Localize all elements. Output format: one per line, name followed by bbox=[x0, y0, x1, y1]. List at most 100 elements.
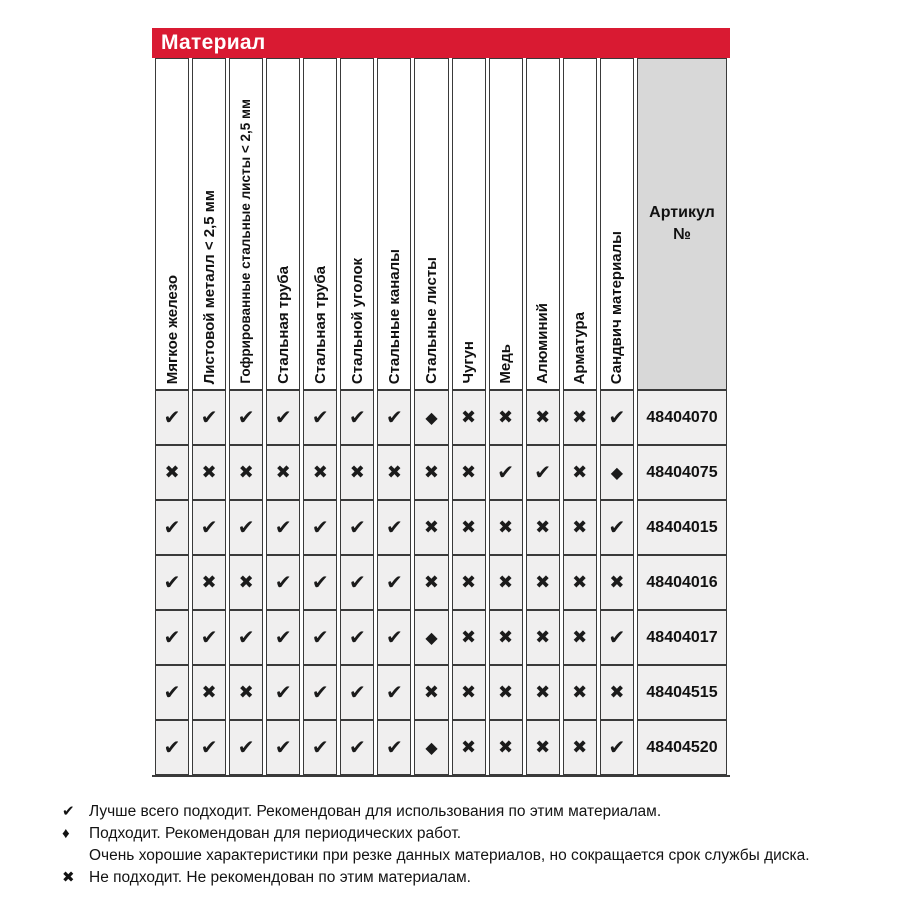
check-icon: ✔ bbox=[377, 555, 412, 610]
column-header: Стальная труба bbox=[303, 58, 338, 390]
check-icon: ✔ bbox=[340, 555, 375, 610]
diamond-icon: ◆ bbox=[414, 390, 449, 445]
cross-icon: ✖ bbox=[525, 665, 560, 720]
legend-item: ♦ Подходит. Рекомендован для периодически… bbox=[62, 823, 862, 867]
column-header: Стальные каналы bbox=[377, 58, 412, 390]
artikul-number: 48404016 bbox=[637, 555, 727, 610]
artikul-header: Артикул № bbox=[637, 58, 727, 390]
cross-icon: ✖ bbox=[562, 500, 597, 555]
check-icon: ✔ bbox=[266, 720, 301, 775]
check-icon: ✔ bbox=[266, 390, 301, 445]
check-icon: ✔ bbox=[488, 445, 523, 500]
cross-icon: ✖ bbox=[599, 555, 634, 610]
column-header: Мягкое железо bbox=[155, 58, 190, 390]
check-icon: ✔ bbox=[303, 720, 338, 775]
cross-icon: ✖ bbox=[377, 445, 412, 500]
artikul-header-line2: № bbox=[673, 226, 691, 243]
column-label: Гофрированные стальные листы < 2,5 мм bbox=[238, 99, 254, 384]
cross-icon: ✖ bbox=[525, 555, 560, 610]
check-icon: ✔ bbox=[303, 500, 338, 555]
column-label: Стальные каналы bbox=[385, 248, 403, 384]
cross-icon: ✖ bbox=[451, 500, 486, 555]
cross-icon: ✖ bbox=[599, 665, 634, 720]
column-label: Стальные листы bbox=[422, 257, 440, 384]
check-icon: ✔ bbox=[155, 390, 190, 445]
cross-icon: ✖ bbox=[303, 445, 338, 500]
cross-icon: ✖ bbox=[525, 720, 560, 775]
check-icon: ✔ bbox=[599, 720, 634, 775]
column-header: Алюминий bbox=[525, 58, 560, 390]
cross-icon: ✖ bbox=[488, 665, 523, 720]
check-icon: ✔ bbox=[192, 720, 227, 775]
cross-icon: ✖ bbox=[414, 555, 449, 610]
column-header: Чугун bbox=[451, 58, 486, 390]
cross-icon: ✖ bbox=[155, 445, 190, 500]
cross-icon: ✖ bbox=[488, 610, 523, 665]
cross-icon: ✖ bbox=[525, 610, 560, 665]
compatibility-grid: Мягкое железо Листовой металл < 2,5 мм Гоф… bbox=[152, 58, 730, 777]
column-label: Листовой металл < 2,5 мм bbox=[200, 189, 218, 384]
check-icon: ✔ bbox=[192, 390, 227, 445]
check-icon: ✔ bbox=[266, 610, 301, 665]
check-icon: ✔ bbox=[525, 445, 560, 500]
column-label: Чугун bbox=[460, 341, 478, 384]
legend-check-icon: ✔ bbox=[62, 803, 75, 820]
cross-icon: ✖ bbox=[525, 390, 560, 445]
cross-icon: ✖ bbox=[229, 445, 264, 500]
legend-text: Подходит. Рекомендован для периодических… bbox=[89, 825, 462, 842]
cross-icon: ✖ bbox=[414, 665, 449, 720]
column-label: Сандвич материалы bbox=[608, 230, 626, 384]
cross-icon: ✖ bbox=[488, 720, 523, 775]
material-compatibility-table: Материал Мягкое железо Листовой металл < … bbox=[152, 28, 730, 777]
check-icon: ✔ bbox=[377, 720, 412, 775]
legend-diamond-icon: ♦ bbox=[62, 825, 70, 842]
cross-icon: ✖ bbox=[562, 665, 597, 720]
artikul-number: 48404075 bbox=[637, 445, 727, 500]
table-row: ✖ ✖ ✖ ✖ ✖ ✖ ✖ ✖ ✖ ✔ ✔ ✖ ◆ 48404075 bbox=[155, 445, 727, 500]
legend-text: Не подходит. Не рекомендован по этим мат… bbox=[89, 869, 471, 886]
check-icon: ✔ bbox=[340, 665, 375, 720]
legend-note: Очень хорошие характеристики при резке д… bbox=[89, 847, 810, 864]
column-header: Сандвич материалы bbox=[599, 58, 634, 390]
column-header: Арматура bbox=[562, 58, 597, 390]
cross-icon: ✖ bbox=[562, 555, 597, 610]
check-icon: ✔ bbox=[340, 500, 375, 555]
table-row: ✔ ✔ ✔ ✔ ✔ ✔ ✔ ✖ ✖ ✖ ✖ ✖ ✔ 48404015 bbox=[155, 500, 727, 555]
table-title-bar: Материал bbox=[152, 28, 730, 58]
column-label: Медь bbox=[497, 344, 515, 384]
cross-icon: ✖ bbox=[451, 720, 486, 775]
column-label: Арматура bbox=[571, 311, 589, 384]
cross-icon: ✖ bbox=[488, 390, 523, 445]
cross-icon: ✖ bbox=[451, 445, 486, 500]
column-label: Стальной уголок bbox=[348, 257, 366, 384]
column-label: Мягкое железо bbox=[163, 274, 181, 384]
check-icon: ✔ bbox=[599, 610, 634, 665]
check-icon: ✔ bbox=[340, 720, 375, 775]
column-header: Листовой металл < 2,5 мм bbox=[192, 58, 227, 390]
cross-icon: ✖ bbox=[451, 665, 486, 720]
check-icon: ✔ bbox=[599, 390, 634, 445]
column-header-row: Мягкое железо Листовой металл < 2,5 мм Гоф… bbox=[155, 58, 727, 390]
artikul-number: 48404015 bbox=[637, 500, 727, 555]
artikul-number: 48404070 bbox=[637, 390, 727, 445]
cross-icon: ✖ bbox=[525, 500, 560, 555]
legend-item: ✔ Лучше всего подходит. Рекомендован для … bbox=[62, 801, 862, 823]
cross-icon: ✖ bbox=[414, 445, 449, 500]
check-icon: ✔ bbox=[155, 555, 190, 610]
artikul-number: 48404515 bbox=[637, 665, 727, 720]
table-row: ✔ ✔ ✔ ✔ ✔ ✔ ✔ ◆ ✖ ✖ ✖ ✖ ✔ 48404070 bbox=[155, 390, 727, 445]
table-row: ✔ ✖ ✖ ✔ ✔ ✔ ✔ ✖ ✖ ✖ ✖ ✖ ✖ 48404515 bbox=[155, 665, 727, 720]
diamond-icon: ◆ bbox=[599, 445, 634, 500]
legend-cross-icon: ✖ bbox=[62, 869, 75, 886]
check-icon: ✔ bbox=[155, 665, 190, 720]
diamond-icon: ◆ bbox=[414, 720, 449, 775]
check-icon: ✔ bbox=[340, 610, 375, 665]
check-icon: ✔ bbox=[229, 720, 264, 775]
column-header: Стальная труба bbox=[266, 58, 301, 390]
check-icon: ✔ bbox=[377, 500, 412, 555]
cross-icon: ✖ bbox=[488, 555, 523, 610]
check-icon: ✔ bbox=[266, 665, 301, 720]
legend: ✔ Лучше всего подходит. Рекомендован для … bbox=[62, 801, 862, 889]
cross-icon: ✖ bbox=[562, 610, 597, 665]
check-icon: ✔ bbox=[377, 610, 412, 665]
